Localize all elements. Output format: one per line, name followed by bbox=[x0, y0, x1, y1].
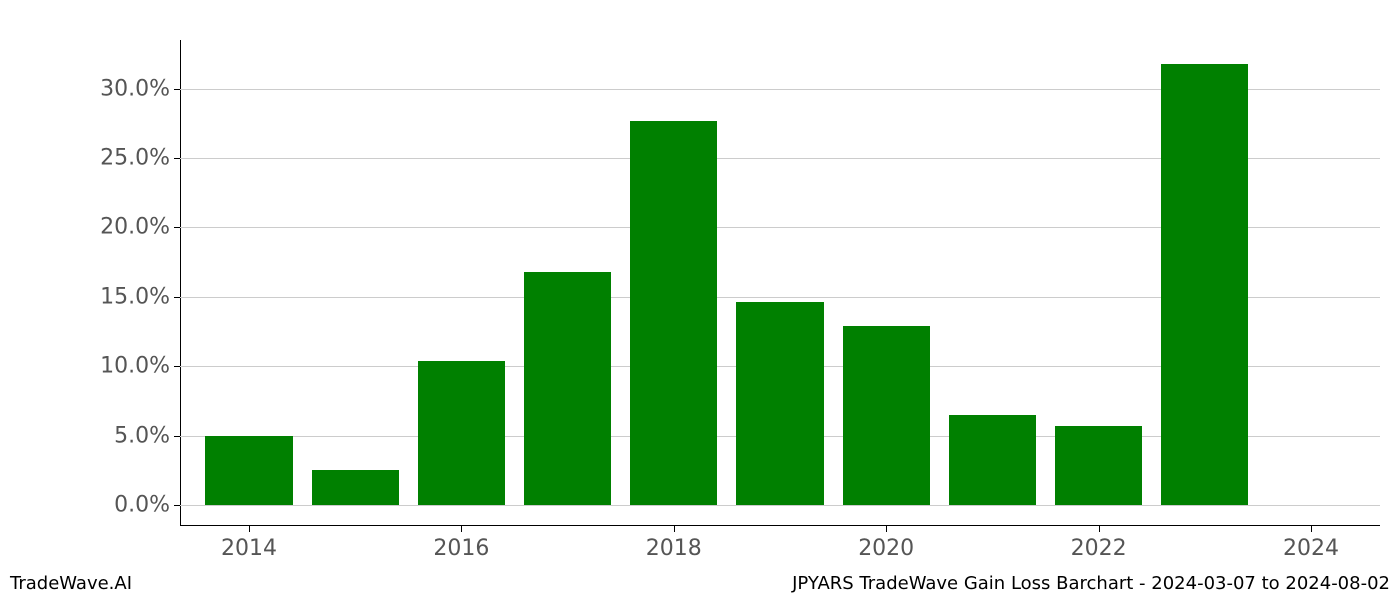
bar bbox=[418, 361, 505, 505]
footer-caption: JPYARS TradeWave Gain Loss Barchart - 20… bbox=[792, 573, 1390, 594]
y-tick-label: 5.0% bbox=[114, 423, 180, 448]
y-tick-label: 10.0% bbox=[100, 354, 180, 379]
x-tick-label: 2014 bbox=[221, 526, 277, 561]
bar bbox=[630, 121, 717, 506]
bar bbox=[1161, 64, 1248, 506]
bar bbox=[843, 326, 930, 505]
y-tick-label: 20.0% bbox=[100, 215, 180, 240]
y-tick-label: 30.0% bbox=[100, 76, 180, 101]
x-tick-label: 2018 bbox=[646, 526, 702, 561]
bar bbox=[1055, 426, 1142, 505]
y-tick-label: 25.0% bbox=[100, 146, 180, 171]
footer-brand: TradeWave.AI bbox=[10, 573, 132, 594]
x-tick-label: 2022 bbox=[1071, 526, 1127, 561]
bar bbox=[312, 470, 399, 505]
x-tick-label: 2024 bbox=[1283, 526, 1339, 561]
x-tick-label: 2016 bbox=[433, 526, 489, 561]
y-gridline bbox=[180, 505, 1380, 506]
y-tick-label: 15.0% bbox=[100, 284, 180, 309]
bar bbox=[205, 436, 292, 505]
bar bbox=[949, 415, 1036, 505]
bar bbox=[524, 272, 611, 505]
y-axis-spine bbox=[180, 40, 181, 526]
y-tick-label: 0.0% bbox=[114, 493, 180, 518]
bar bbox=[736, 302, 823, 505]
plot-area: 0.0%5.0%10.0%15.0%20.0%25.0%30.0%2014201… bbox=[180, 40, 1380, 526]
x-axis-spine bbox=[180, 525, 1380, 526]
x-tick-label: 2020 bbox=[858, 526, 914, 561]
chart-figure: 0.0% 5.0% 10.0% 15.0% 20.0% 25.0% 30.0% 2014 201… bbox=[0, 0, 1400, 600]
